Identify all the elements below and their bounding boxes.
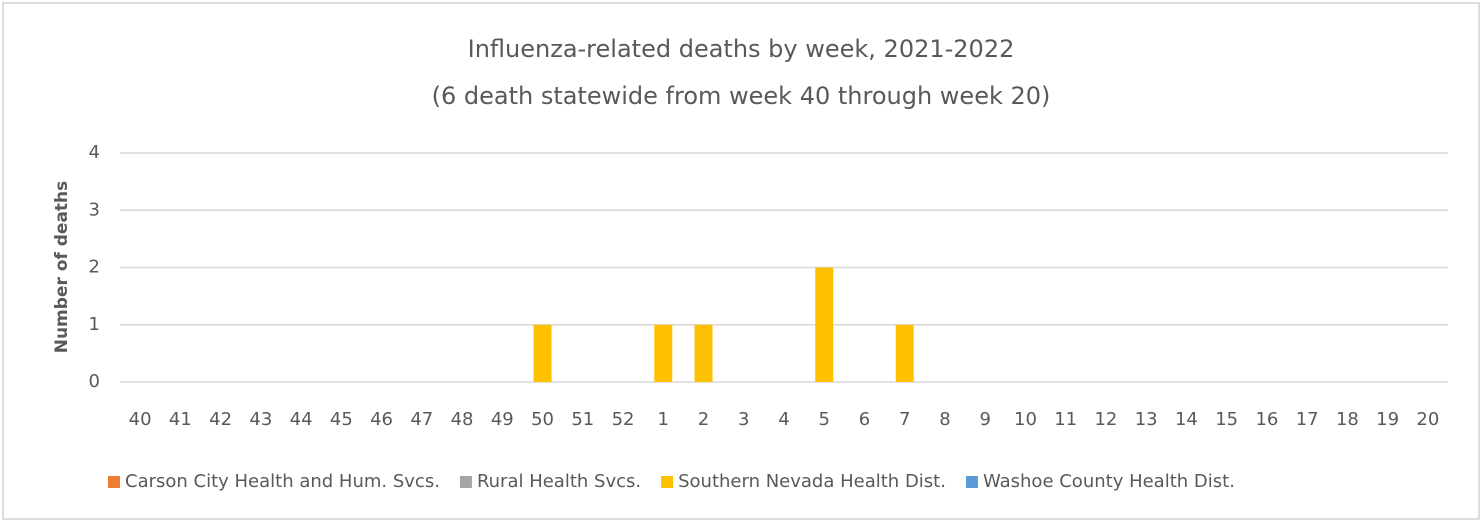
- y-tick-label: 0: [89, 371, 100, 392]
- y-tick-label: 4: [89, 142, 100, 163]
- x-tick-label: 14: [1175, 409, 1198, 430]
- x-tick-label: 13: [1135, 409, 1158, 430]
- x-tick-label: 44: [290, 409, 313, 430]
- legend-label: Rural Health Svcs.: [477, 471, 641, 492]
- x-tick-label: 3: [738, 409, 749, 430]
- x-tick-label: 11: [1054, 409, 1077, 430]
- x-tick-label: 4: [778, 409, 789, 430]
- x-tick-label: 12: [1094, 409, 1117, 430]
- x-tick-label: 1: [658, 409, 669, 430]
- x-tick-label: 6: [859, 409, 870, 430]
- x-tick-label: 47: [410, 409, 433, 430]
- x-tick-label: 48: [451, 409, 474, 430]
- y-tick-label: 1: [89, 314, 100, 335]
- x-tick-label: 17: [1296, 409, 1319, 430]
- x-tick-label: 7: [899, 409, 910, 430]
- x-tick-label: 46: [370, 409, 393, 430]
- bar-segment: [533, 324, 552, 382]
- x-tick-label: 52: [612, 409, 635, 430]
- bar-segment: [815, 267, 834, 382]
- x-tick-label: 42: [209, 409, 232, 430]
- x-tick-label: 15: [1215, 409, 1238, 430]
- bar-segment: [654, 324, 673, 382]
- legend-label: Carson City Health and Hum. Svcs.: [125, 471, 440, 492]
- x-tick-label: 45: [330, 409, 353, 430]
- x-tick-label: 20: [1416, 409, 1439, 430]
- y-tick-label: 3: [89, 199, 100, 220]
- legend-swatch: [661, 476, 674, 488]
- x-tick-label: 8: [939, 409, 950, 430]
- x-tick-label: 49: [491, 409, 514, 430]
- legend-swatch: [459, 476, 472, 488]
- x-tick-label: 5: [819, 409, 830, 430]
- x-tick-label: 18: [1336, 409, 1359, 430]
- bar-segment: [694, 324, 713, 382]
- bar-segment: [895, 324, 914, 382]
- x-tick-label: 41: [169, 409, 192, 430]
- x-tick-label: 10: [1014, 409, 1037, 430]
- x-tick-label: 43: [249, 409, 272, 430]
- x-tick-label: 9: [979, 409, 990, 430]
- chart-subtitle: (6 death statewide from week 40 through …: [432, 82, 1051, 110]
- legend-label: Washoe County Health Dist.: [983, 471, 1235, 492]
- x-tick-label: 2: [698, 409, 709, 430]
- x-tick-label: 19: [1376, 409, 1399, 430]
- y-tick-label: 2: [89, 257, 100, 278]
- x-tick-label: 16: [1255, 409, 1278, 430]
- legend-swatch: [108, 476, 120, 488]
- x-tick-label: 51: [571, 409, 594, 430]
- legend-swatch: [965, 476, 978, 488]
- chart-title: Influenza-related deaths by week, 2021-2…: [468, 35, 1015, 63]
- x-tick-label: 40: [129, 409, 152, 430]
- legend-label: Southern Nevada Health Dist.: [678, 471, 946, 492]
- y-axis-label: Number of deaths: [52, 181, 72, 354]
- x-tick-label: 50: [531, 409, 554, 430]
